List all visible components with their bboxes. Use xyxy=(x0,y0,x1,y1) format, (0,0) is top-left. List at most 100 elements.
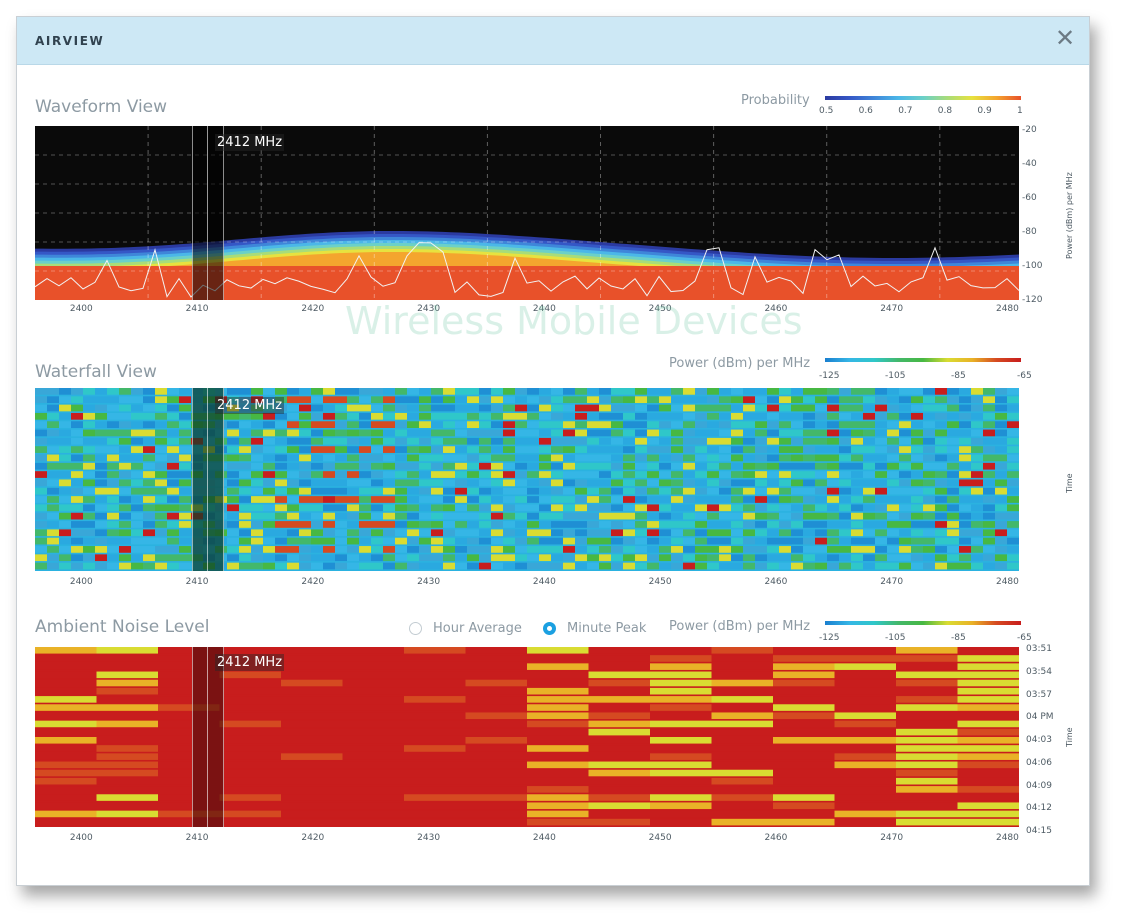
waterfall-cell xyxy=(311,554,323,562)
waterfall-cell xyxy=(275,512,287,520)
ambient-cell xyxy=(35,655,97,662)
waterfall-cell xyxy=(875,412,887,420)
waterfall-cell xyxy=(647,396,659,404)
waterfall-cell xyxy=(839,554,851,562)
waterfall-frequency-marker[interactable] xyxy=(192,388,224,571)
waterfall-cell xyxy=(791,429,803,437)
waterfall-cell xyxy=(599,562,611,570)
window-title: AIRVIEW xyxy=(35,34,105,48)
waterfall-cell xyxy=(503,479,515,487)
waterfall-cell xyxy=(491,454,503,462)
waterfall-cell xyxy=(107,537,119,545)
waterfall-cell xyxy=(323,479,335,487)
waterfall-cell xyxy=(431,496,443,503)
waterfall-cell xyxy=(347,546,359,553)
waterfall-cell xyxy=(935,487,947,495)
ambient-frequency-marker[interactable] xyxy=(192,647,224,827)
waterfall-cell xyxy=(875,562,887,570)
ambient-cell xyxy=(465,786,527,793)
ambient-cell xyxy=(834,712,896,720)
waterfall-cell xyxy=(899,446,911,453)
waterfall-cell xyxy=(263,388,275,395)
close-icon[interactable]: ✕ xyxy=(1054,24,1076,52)
waterfall-cell xyxy=(59,504,71,512)
waterfall-cell xyxy=(95,521,107,528)
hour-average-radio-dot[interactable] xyxy=(409,622,422,635)
waterfall-cell xyxy=(131,412,143,420)
waterfall-cell xyxy=(71,388,83,395)
waterfall-cell xyxy=(71,446,83,453)
minute-peak-radio[interactable]: Minute Peak xyxy=(543,621,673,637)
waterfall-cell xyxy=(335,504,347,512)
waterfall-cell xyxy=(695,529,707,537)
waterfall-cell xyxy=(323,396,335,404)
waterfall-cell xyxy=(959,412,971,420)
waterfall-cell xyxy=(299,454,311,462)
waterfall-cell xyxy=(275,462,287,470)
waterfall-cell xyxy=(347,404,359,412)
ambient-cell xyxy=(527,761,589,769)
waterfall-cell xyxy=(83,454,95,462)
waterfall-cell xyxy=(779,454,791,462)
hour-average-radio[interactable]: Hour Average xyxy=(409,621,539,637)
waterfall-cell xyxy=(287,479,299,487)
waterfall-cell xyxy=(155,496,167,503)
waterfall-cell xyxy=(527,496,539,503)
waterfall-cell xyxy=(59,512,71,520)
ambient-cell xyxy=(219,679,281,687)
waterfall-cell xyxy=(887,454,899,462)
waterfall-cell xyxy=(539,554,551,562)
legend-tick: -125 xyxy=(819,633,840,643)
airview-window: AIRVIEW ✕ Waveform View Probability 0.5 0… xyxy=(16,16,1090,886)
waterfall-cell xyxy=(731,487,743,495)
waterfall-cell xyxy=(611,446,623,453)
waterfall-cell xyxy=(131,504,143,512)
ambient-cell xyxy=(773,663,835,670)
waterfall-cell xyxy=(455,404,467,412)
waterfall-cell xyxy=(971,496,983,503)
waterfall-cell xyxy=(755,521,767,528)
waterfall-cell xyxy=(515,537,527,545)
waterfall-cell xyxy=(923,404,935,412)
waterfall-cell xyxy=(227,546,239,553)
waterfall-cell xyxy=(263,421,275,428)
ambient-cell xyxy=(834,761,896,769)
frequency-marker[interactable] xyxy=(192,126,224,300)
waterfall-cell xyxy=(467,412,479,420)
ambient-cell xyxy=(527,728,589,736)
waterfall-cell xyxy=(443,396,455,404)
waterfall-cell xyxy=(323,446,335,453)
ambient-cell xyxy=(834,777,896,785)
ambient-cell xyxy=(281,720,343,728)
waterfall-cell xyxy=(971,504,983,512)
waterfall-cell xyxy=(563,479,575,487)
waterfall-cell xyxy=(335,512,347,520)
waterfall-cell xyxy=(491,487,503,495)
waterfall-cell xyxy=(527,562,539,570)
waterfall-cell xyxy=(731,429,743,437)
waterfall-cell xyxy=(35,504,47,512)
waterfall-cell xyxy=(959,388,971,395)
ambient-cell xyxy=(957,818,1019,826)
waterfall-cell xyxy=(887,479,899,487)
ambient-cell xyxy=(834,720,896,728)
waterfall-cell xyxy=(371,504,383,512)
waterfall-legend-bar xyxy=(825,358,1021,362)
waterfall-cell xyxy=(179,554,191,562)
waterfall-cell xyxy=(131,479,143,487)
waterfall-cell xyxy=(287,462,299,470)
ambient-cell xyxy=(35,720,97,728)
waterfall-cell xyxy=(179,537,191,545)
ambient-cell xyxy=(35,712,97,720)
waterfall-cell xyxy=(623,521,635,528)
waterfall-cell xyxy=(851,471,863,478)
waterfall-cell xyxy=(539,529,551,537)
ambient-cell xyxy=(35,671,97,679)
waterfall-cell xyxy=(35,487,47,495)
waterfall-cell xyxy=(131,388,143,395)
waterfall-cell xyxy=(791,462,803,470)
waterfall-cell xyxy=(71,429,83,437)
minute-peak-radio-dot[interactable] xyxy=(543,622,556,635)
ambient-cell xyxy=(588,720,650,728)
waterfall-cell xyxy=(659,546,671,553)
